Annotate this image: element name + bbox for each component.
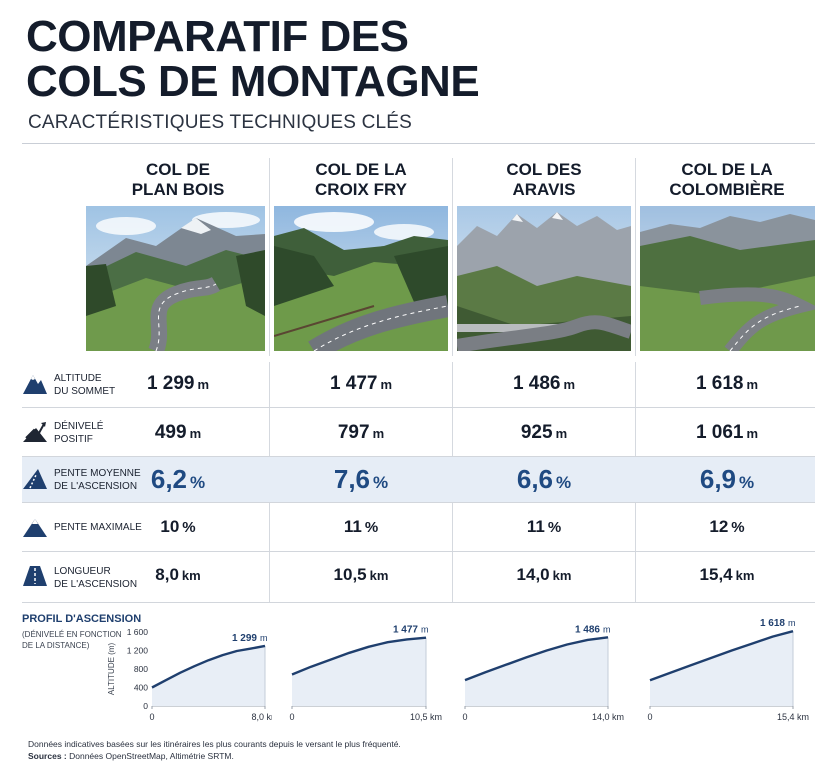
x-start-label: 0	[647, 712, 652, 722]
profile-area	[292, 637, 426, 706]
profile-line	[464, 636, 609, 682]
max-gradient-value: 10%	[160, 517, 196, 536]
title-line-1: COMPARATIF DES	[26, 12, 409, 61]
peak-label: 1 486	[575, 624, 600, 635]
row-divider	[22, 551, 815, 552]
x-end-label: 10,5 km	[410, 712, 442, 722]
column-divider	[269, 158, 270, 356]
x-end-label: 8,0 km	[251, 712, 272, 722]
row-divider	[22, 502, 815, 503]
x-start-label: 0	[149, 712, 154, 722]
peak-unit: m	[603, 624, 611, 634]
row-divider	[22, 456, 815, 457]
peak-unit: m	[260, 633, 268, 643]
x-end-label: 15,4 km	[777, 712, 809, 722]
pass-header-colombiere: COL DE LA COLOMBIÈRE	[669, 160, 785, 199]
profile-area	[152, 645, 265, 706]
x-end-label: 14,0 km	[592, 712, 624, 722]
length-value: 14,0 km	[516, 565, 572, 584]
profile-line	[649, 630, 794, 682]
y-axis-label: ALTITUDE (m)	[107, 643, 116, 696]
average-gradient-value: 6,6%	[516, 464, 572, 494]
average-gradient-icon	[23, 469, 47, 489]
title-line-2: COLS DE MONTAGNE	[26, 57, 480, 106]
profile-title: PROFIL D'ASCENSION	[22, 613, 142, 625]
header-divider	[22, 143, 815, 144]
profile-chart-colombiere: 1 618 m 0 15,4 km	[647, 618, 809, 722]
profile-chart-plan-bois: ALTITUDE (m) 0 400 800 1 200 1 600 1 299 m 0 8,0 …	[107, 627, 272, 722]
row-divider	[22, 602, 815, 603]
peak-label: 1 299	[232, 633, 257, 644]
row-label-altitude: ALTITUDE DU SOMMET	[54, 373, 116, 397]
max-gradient-value: 11%	[343, 517, 379, 536]
photo-colombiere	[640, 206, 815, 351]
column-divider	[452, 158, 453, 356]
denivele-value: 499 m	[154, 422, 202, 443]
x-start-label: 0	[462, 712, 467, 722]
y-tick-label: 1 600	[127, 627, 149, 637]
pass-header-croix-fry: COL DE LA CROIX FRY	[315, 160, 407, 199]
y-tick-label: 0	[143, 701, 148, 711]
denivele-value: 797 m	[337, 422, 385, 443]
length-value: 15,4 km	[699, 565, 755, 584]
average-gradient-value: 7,6%	[333, 464, 389, 494]
pass-header-plan-bois: COL DE PLAN BOIS	[131, 160, 225, 199]
climbing-slope-icon	[23, 422, 47, 442]
column-divider	[635, 158, 636, 356]
row-label-max-gradient: PENTE MAXIMALE	[54, 522, 142, 533]
road-length-icon	[23, 566, 47, 586]
denivele-value: 1 061 m	[695, 422, 759, 443]
altitude-value: 1 299 m	[146, 373, 210, 394]
row-label-denivele: DÉNIVELÉ POSITIF	[54, 421, 104, 445]
y-tick-label: 1 200	[127, 646, 149, 656]
peak-label: 1 618	[760, 618, 785, 629]
row-label-average-gradient: PENTE MOYENNE DE L'ASCENSION	[54, 468, 141, 492]
profile-area	[650, 631, 793, 706]
peak-label: 1 477	[393, 625, 418, 636]
max-gradient-value: 12%	[709, 517, 745, 536]
length-value: 10,5 km	[333, 565, 389, 584]
altitude-value: 1 486 m	[512, 373, 576, 394]
altitude-value: 1 477 m	[329, 373, 393, 394]
profile-area	[465, 637, 608, 706]
footnote: Données indicatives basées sur les itiné…	[28, 739, 401, 749]
profile-line	[291, 636, 427, 676]
average-gradient-value: 6,9%	[699, 464, 755, 494]
profile-line	[151, 644, 266, 689]
photo-croix-fry	[274, 206, 448, 351]
row-label-length: LONGUEUR DE L'ASCENSION	[54, 566, 138, 590]
max-gradient-icon	[23, 519, 47, 537]
profile-chart-aravis: 1 486 m 0 14,0 km	[462, 624, 624, 722]
sources: Sources : Données OpenStreetMap, Altimét…	[28, 751, 234, 761]
altitude-value: 1 618 m	[695, 373, 759, 394]
x-start-label: 0	[289, 712, 294, 722]
profile-subtitle: (DÉNIVELÉ EN FONCTION DE LA DISTANCE)	[22, 630, 122, 650]
row-divider	[22, 407, 815, 408]
max-gradient-value: 11%	[526, 517, 562, 536]
page-title: COMPARATIF DES COLS DE MONTAGNE	[26, 12, 480, 106]
peak-unit: m	[788, 618, 796, 628]
denivele-value: 925 m	[520, 422, 568, 443]
y-tick-label: 400	[134, 683, 148, 693]
average-gradient-value: 6,2%	[150, 464, 206, 494]
y-tick-label: 800	[134, 664, 148, 674]
highlight-row-average-gradient	[22, 457, 815, 502]
mountain-peak-icon	[23, 375, 47, 394]
photo-aravis	[457, 206, 631, 351]
photo-plan-bois	[86, 206, 265, 351]
peak-unit: m	[421, 625, 429, 635]
profile-chart-croix-fry: 1 477 m 0 10,5 km	[289, 625, 442, 722]
page-subtitle: CARACTÉRISTIQUES TECHNIQUES CLÉS	[28, 112, 413, 133]
length-value: 8,0 km	[155, 565, 201, 584]
pass-header-aravis: COL DES ARAVIS	[506, 160, 582, 199]
